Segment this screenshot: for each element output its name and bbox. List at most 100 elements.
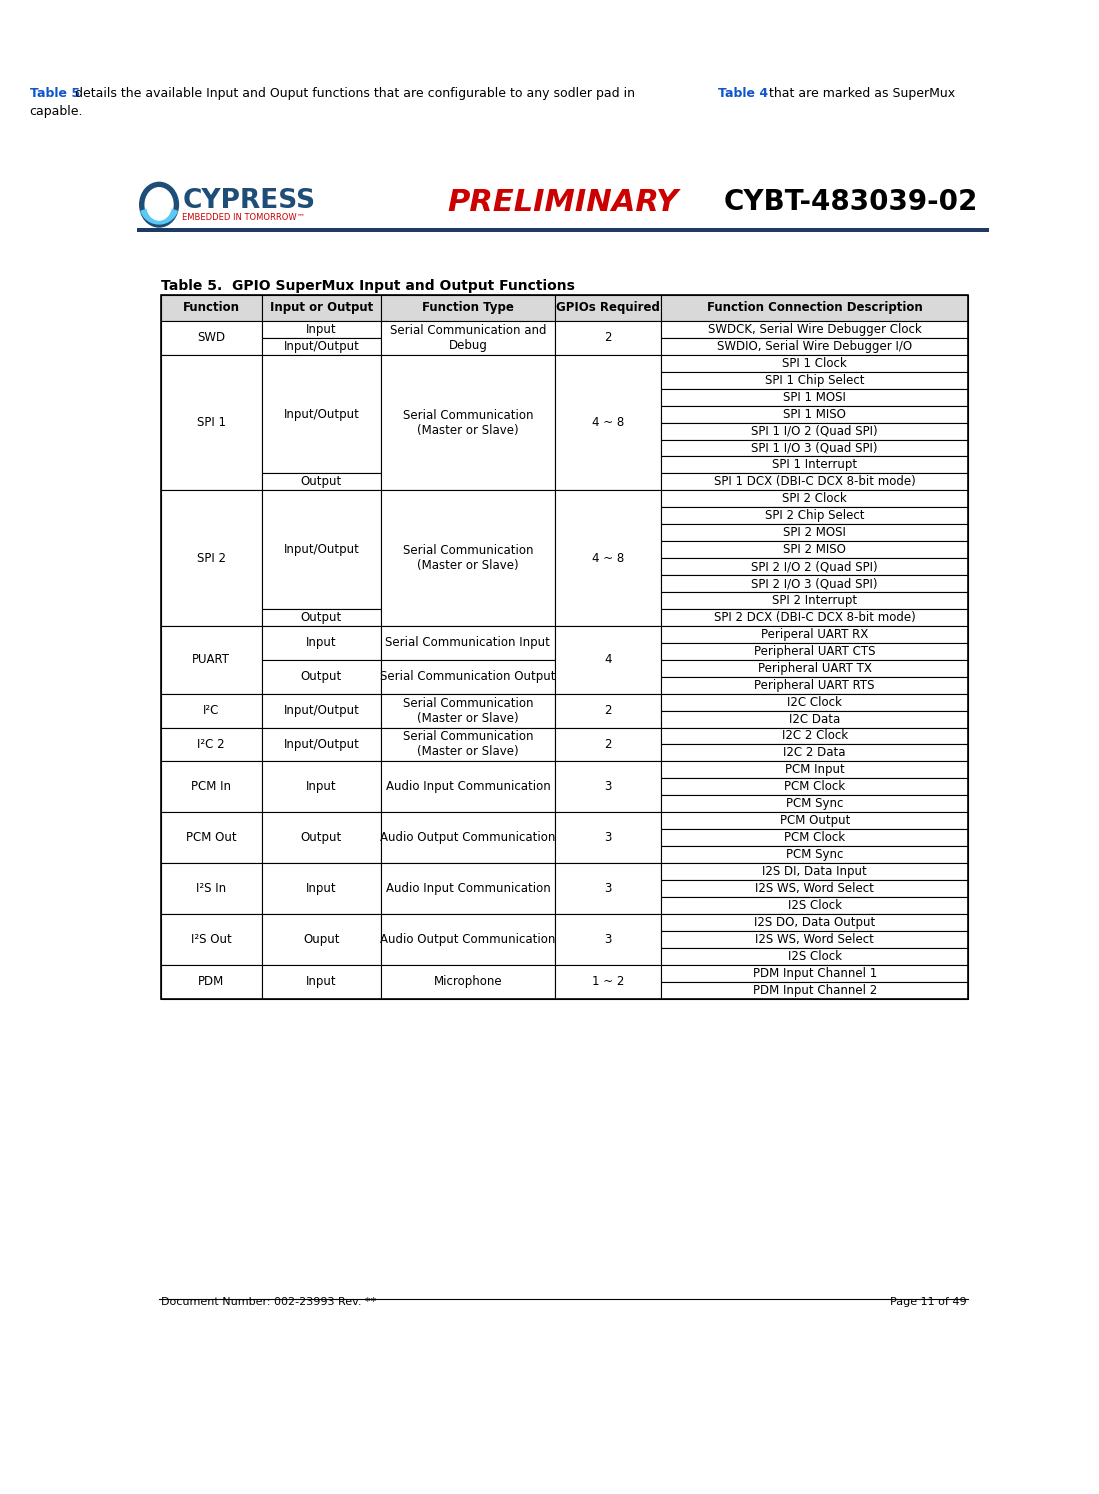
Bar xyxy=(555,728,662,762)
Bar xyxy=(662,294,968,321)
Text: Input: Input xyxy=(306,976,336,988)
Bar xyxy=(662,575,968,592)
Text: I²S In: I²S In xyxy=(196,881,226,895)
Bar xyxy=(662,490,968,508)
Bar xyxy=(555,813,662,864)
Text: Input: Input xyxy=(306,323,336,336)
Text: SPI 2: SPI 2 xyxy=(197,551,225,565)
Bar xyxy=(262,474,381,490)
Wedge shape xyxy=(141,205,177,224)
Bar xyxy=(662,795,968,813)
Bar xyxy=(262,338,381,356)
Text: Peripheral UART CTS: Peripheral UART CTS xyxy=(754,645,876,657)
Text: 4: 4 xyxy=(604,653,612,666)
Text: Input: Input xyxy=(306,780,336,793)
Text: Input/Output: Input/Output xyxy=(284,408,359,421)
Text: 3: 3 xyxy=(604,831,612,844)
Text: Output: Output xyxy=(301,671,342,683)
Bar xyxy=(160,693,262,728)
Bar xyxy=(662,474,968,490)
Bar xyxy=(262,864,381,914)
Bar xyxy=(381,728,555,762)
Text: SPI 1 I/O 3 (Quad SPI): SPI 1 I/O 3 (Quad SPI) xyxy=(752,442,878,454)
Bar xyxy=(662,778,968,795)
Bar xyxy=(160,728,262,762)
Text: SPI 2 Interrupt: SPI 2 Interrupt xyxy=(773,595,857,607)
Bar xyxy=(662,864,968,880)
Bar xyxy=(662,880,968,896)
Bar xyxy=(662,508,968,524)
Bar xyxy=(160,813,262,864)
Bar xyxy=(555,356,662,490)
Bar xyxy=(555,965,662,998)
Text: CYBT-483039-02: CYBT-483039-02 xyxy=(724,188,978,217)
Text: I²C: I²C xyxy=(203,704,220,717)
Text: PCM Sync: PCM Sync xyxy=(786,798,843,810)
Bar xyxy=(137,179,989,230)
Text: PDM Input Channel 1: PDM Input Channel 1 xyxy=(753,967,877,980)
Text: Input/Output: Input/Output xyxy=(284,544,359,556)
Text: capable.: capable. xyxy=(30,105,84,118)
Bar xyxy=(160,294,262,321)
Bar xyxy=(555,321,662,356)
Bar xyxy=(662,846,968,864)
Bar xyxy=(662,762,968,778)
Text: I2S DO, Data Output: I2S DO, Data Output xyxy=(754,916,876,929)
Text: Serial Communication and
Debug: Serial Communication and Debug xyxy=(390,324,546,353)
Text: SPI 1 I/O 2 (Quad SPI): SPI 1 I/O 2 (Quad SPI) xyxy=(752,424,878,438)
Text: Table 5.  GPIO SuperMux Input and Output Functions: Table 5. GPIO SuperMux Input and Output … xyxy=(160,279,575,293)
Bar xyxy=(262,294,381,321)
Text: Input/Output: Input/Output xyxy=(284,738,359,751)
Text: Function: Function xyxy=(182,302,240,314)
Bar xyxy=(555,762,662,813)
Text: Audio Input Communication: Audio Input Communication xyxy=(386,881,551,895)
Bar xyxy=(160,864,262,914)
Text: Input/Output: Input/Output xyxy=(284,704,359,717)
Bar xyxy=(662,677,968,693)
Text: SWDIO, Serial Wire Debugger I/O: SWDIO, Serial Wire Debugger I/O xyxy=(718,339,912,353)
Bar xyxy=(555,914,662,965)
Text: PCM Clock: PCM Clock xyxy=(785,780,845,793)
Bar xyxy=(381,490,555,626)
Text: Input: Input xyxy=(306,881,336,895)
Bar xyxy=(381,321,555,356)
Text: 2: 2 xyxy=(604,704,612,717)
Text: I2S WS, Word Select: I2S WS, Word Select xyxy=(755,932,874,946)
Text: SPI 1 Interrupt: SPI 1 Interrupt xyxy=(773,459,857,472)
Bar xyxy=(662,829,968,846)
Text: Serial Communication Input: Serial Communication Input xyxy=(386,636,551,650)
Text: 3: 3 xyxy=(604,881,612,895)
Text: I2S WS, Word Select: I2S WS, Word Select xyxy=(755,881,874,895)
Bar xyxy=(662,642,968,660)
Bar xyxy=(662,356,968,372)
Bar xyxy=(381,626,555,660)
Bar xyxy=(262,728,381,762)
Text: details the available Input and Ouput functions that are configurable to any sod: details the available Input and Ouput fu… xyxy=(71,87,640,100)
Text: I²S Out: I²S Out xyxy=(191,932,232,946)
Bar xyxy=(662,406,968,423)
Text: SPI 2 I/O 2 (Quad SPI): SPI 2 I/O 2 (Quad SPI) xyxy=(752,560,878,574)
Bar xyxy=(160,321,262,356)
Bar xyxy=(662,524,968,541)
Bar xyxy=(160,294,968,998)
Bar xyxy=(662,541,968,559)
Bar xyxy=(160,914,262,965)
Bar xyxy=(262,356,381,474)
Bar xyxy=(381,356,555,490)
Bar xyxy=(662,610,968,626)
Text: I2S Clock: I2S Clock xyxy=(788,899,842,911)
Text: Page 11 of 49: Page 11 of 49 xyxy=(890,1297,967,1307)
Text: SPI 2 MISO: SPI 2 MISO xyxy=(784,544,846,556)
Bar xyxy=(662,813,968,829)
Bar xyxy=(381,660,555,693)
Ellipse shape xyxy=(146,190,171,220)
Text: 3: 3 xyxy=(604,932,612,946)
Bar xyxy=(137,227,989,232)
Text: EMBEDDED IN TOMORROW™: EMBEDDED IN TOMORROW™ xyxy=(182,214,306,223)
Bar xyxy=(662,914,968,931)
Ellipse shape xyxy=(140,182,178,227)
Bar xyxy=(662,321,968,338)
Bar xyxy=(381,294,555,321)
Bar xyxy=(262,490,381,610)
Text: SPI 1 MISO: SPI 1 MISO xyxy=(784,408,846,421)
